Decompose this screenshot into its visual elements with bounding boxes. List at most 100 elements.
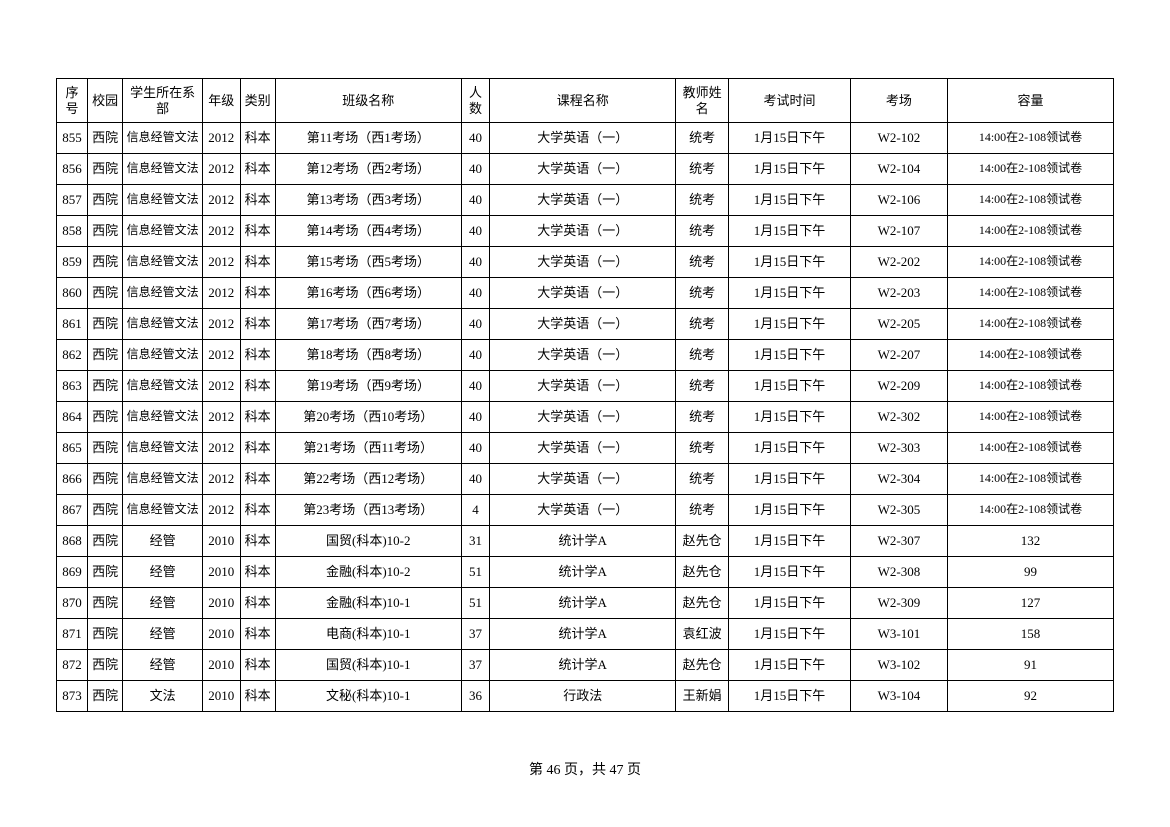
cell-rs: 40 xyxy=(461,340,490,371)
table-row: 863西院信息经管文法2012科本第19考场（西9考场）40大学英语（一）统考1… xyxy=(57,371,1114,402)
cell-sj: 1月15日下午 xyxy=(729,681,851,712)
cell-kch: W2-106 xyxy=(850,185,947,216)
cell-sj: 1月15日下午 xyxy=(729,402,851,433)
cell-js: 赵先仓 xyxy=(676,588,729,619)
cell-rs: 40 xyxy=(461,433,490,464)
cell-xy: 西院 xyxy=(87,526,122,557)
cell-nj: 2010 xyxy=(202,650,240,681)
cell-lb: 科本 xyxy=(240,154,275,185)
cell-xh: 862 xyxy=(57,340,88,371)
cell-lb: 科本 xyxy=(240,340,275,371)
cell-js: 统考 xyxy=(676,464,729,495)
cell-js: 统考 xyxy=(676,154,729,185)
cell-kc: 大学英语（一） xyxy=(490,433,676,464)
cell-rl: 91 xyxy=(948,650,1114,681)
table-row: 869西院经管2010科本金融(科本)10-251统计学A赵先仓1月15日下午W… xyxy=(57,557,1114,588)
table-header-row: 序号 校园 学生所在系部 年级 类别 班级名称 人数 课程名称 教师姓名 考试时… xyxy=(57,79,1114,123)
cell-xb: 信息经管文法 xyxy=(123,185,203,216)
cell-xh: 870 xyxy=(57,588,88,619)
col-header-xh: 序号 xyxy=(57,79,88,123)
cell-sj: 1月15日下午 xyxy=(729,309,851,340)
cell-bj: 金融(科本)10-1 xyxy=(275,588,461,619)
cell-lb: 科本 xyxy=(240,123,275,154)
cell-bj: 第23考场（西13考场） xyxy=(275,495,461,526)
cell-xb: 信息经管文法 xyxy=(123,123,203,154)
cell-sj: 1月15日下午 xyxy=(729,433,851,464)
cell-nj: 2012 xyxy=(202,340,240,371)
table-row: 858西院信息经管文法2012科本第14考场（西4考场）40大学英语（一）统考1… xyxy=(57,216,1114,247)
cell-xy: 西院 xyxy=(87,309,122,340)
cell-js: 赵先仓 xyxy=(676,526,729,557)
table-row: 861西院信息经管文法2012科本第17考场（西7考场）40大学英语（一）统考1… xyxy=(57,309,1114,340)
cell-bj: 第15考场（西5考场） xyxy=(275,247,461,278)
cell-xb: 信息经管文法 xyxy=(123,464,203,495)
cell-lb: 科本 xyxy=(240,278,275,309)
cell-xb: 信息经管文法 xyxy=(123,309,203,340)
cell-nj: 2012 xyxy=(202,309,240,340)
cell-rs: 40 xyxy=(461,185,490,216)
cell-rl: 14:00在2-108领试卷 xyxy=(948,185,1114,216)
cell-bj: 第11考场（西1考场） xyxy=(275,123,461,154)
cell-sj: 1月15日下午 xyxy=(729,650,851,681)
cell-xy: 西院 xyxy=(87,247,122,278)
cell-xy: 西院 xyxy=(87,278,122,309)
cell-xb: 信息经管文法 xyxy=(123,278,203,309)
cell-nj: 2010 xyxy=(202,526,240,557)
cell-kch: W2-305 xyxy=(850,495,947,526)
cell-rs: 31 xyxy=(461,526,490,557)
cell-xb: 信息经管文法 xyxy=(123,495,203,526)
cell-xy: 西院 xyxy=(87,619,122,650)
cell-js: 统考 xyxy=(676,309,729,340)
cell-xh: 873 xyxy=(57,681,88,712)
cell-sj: 1月15日下午 xyxy=(729,154,851,185)
table-row: 871西院经管2010科本电商(科本)10-137统计学A袁红波1月15日下午W… xyxy=(57,619,1114,650)
cell-rl: 132 xyxy=(948,526,1114,557)
table-row: 866西院信息经管文法2012科本第22考场（西12考场）40大学英语（一）统考… xyxy=(57,464,1114,495)
cell-kc: 大学英语（一） xyxy=(490,185,676,216)
cell-kch: W2-303 xyxy=(850,433,947,464)
cell-kch: W2-205 xyxy=(850,309,947,340)
cell-xh: 866 xyxy=(57,464,88,495)
cell-rs: 4 xyxy=(461,495,490,526)
cell-lb: 科本 xyxy=(240,433,275,464)
cell-sj: 1月15日下午 xyxy=(729,216,851,247)
cell-kc: 统计学A xyxy=(490,619,676,650)
cell-nj: 2012 xyxy=(202,464,240,495)
col-header-xy: 校园 xyxy=(87,79,122,123)
cell-kch: W2-107 xyxy=(850,216,947,247)
cell-bj: 第16考场（西6考场） xyxy=(275,278,461,309)
cell-kch: W2-202 xyxy=(850,247,947,278)
cell-bj: 第19考场（西9考场） xyxy=(275,371,461,402)
cell-kch: W3-101 xyxy=(850,619,947,650)
table-body: 855西院信息经管文法2012科本第11考场（西1考场）40大学英语（一）统考1… xyxy=(57,123,1114,712)
cell-xb: 经管 xyxy=(123,619,203,650)
cell-sj: 1月15日下午 xyxy=(729,371,851,402)
cell-lb: 科本 xyxy=(240,247,275,278)
col-header-xb: 学生所在系部 xyxy=(123,79,203,123)
table-row: 860西院信息经管文法2012科本第16考场（西6考场）40大学英语（一）统考1… xyxy=(57,278,1114,309)
cell-xy: 西院 xyxy=(87,557,122,588)
cell-nj: 2010 xyxy=(202,619,240,650)
cell-js: 统考 xyxy=(676,216,729,247)
cell-xb: 信息经管文法 xyxy=(123,154,203,185)
cell-rl: 14:00在2-108领试卷 xyxy=(948,433,1114,464)
cell-nj: 2010 xyxy=(202,557,240,588)
cell-kch: W2-203 xyxy=(850,278,947,309)
table-row: 859西院信息经管文法2012科本第15考场（西5考场）40大学英语（一）统考1… xyxy=(57,247,1114,278)
cell-lb: 科本 xyxy=(240,402,275,433)
cell-nj: 2012 xyxy=(202,216,240,247)
cell-js: 赵先仓 xyxy=(676,557,729,588)
cell-bj: 金融(科本)10-2 xyxy=(275,557,461,588)
cell-nj: 2010 xyxy=(202,588,240,619)
cell-kch: W2-309 xyxy=(850,588,947,619)
cell-lb: 科本 xyxy=(240,309,275,340)
cell-xb: 信息经管文法 xyxy=(123,340,203,371)
cell-kch: W2-308 xyxy=(850,557,947,588)
cell-xb: 信息经管文法 xyxy=(123,216,203,247)
cell-sj: 1月15日下午 xyxy=(729,495,851,526)
cell-rs: 40 xyxy=(461,278,490,309)
col-header-rl: 容量 xyxy=(948,79,1114,123)
cell-rl: 14:00在2-108领试卷 xyxy=(948,154,1114,185)
exam-schedule-table: 序号 校园 学生所在系部 年级 类别 班级名称 人数 课程名称 教师姓名 考试时… xyxy=(56,78,1114,712)
cell-lb: 科本 xyxy=(240,650,275,681)
